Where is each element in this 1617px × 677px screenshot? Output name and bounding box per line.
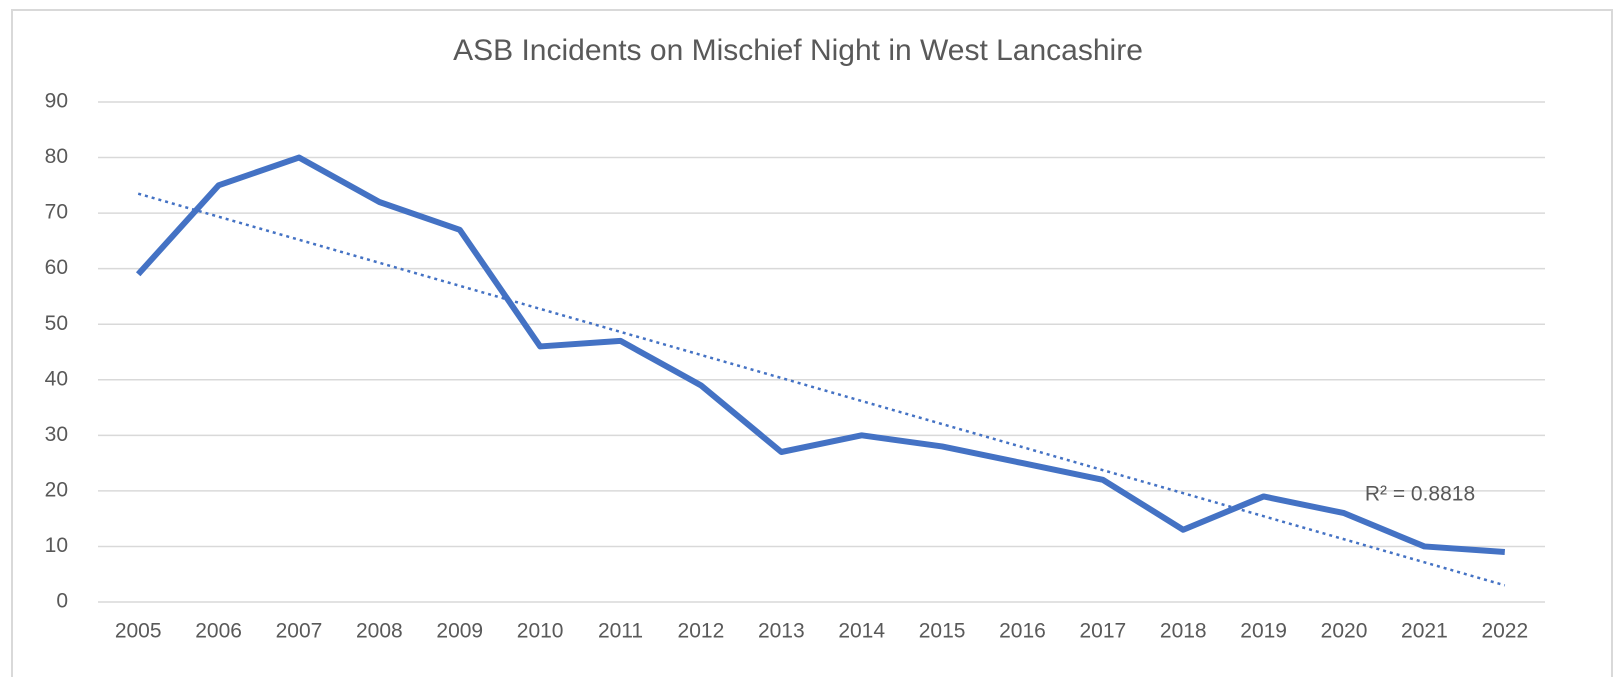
y-tick-label: 40 xyxy=(45,367,68,390)
y-tick-label: 10 xyxy=(45,534,68,557)
chart-title: ASB Incidents on Mischief Night in West … xyxy=(453,34,1143,67)
y-tick-label: 30 xyxy=(45,423,68,446)
x-tick-label: 2009 xyxy=(436,620,483,643)
x-tick-label: 2006 xyxy=(195,620,242,643)
x-tick-label: 2014 xyxy=(838,620,885,643)
y-tick-label: 70 xyxy=(45,201,68,224)
trendline xyxy=(137,192,1506,587)
x-tick-label: 2005 xyxy=(115,620,162,643)
x-tick-label: 2012 xyxy=(678,620,725,643)
x-tick-label: 2010 xyxy=(517,620,564,643)
y-tick-label: 60 xyxy=(45,256,68,279)
r-squared-label: R² = 0.8818 xyxy=(1365,483,1475,506)
x-tick-label: 2013 xyxy=(758,620,805,643)
y-tick-label: 90 xyxy=(45,90,68,113)
x-tick-label: 2011 xyxy=(598,620,643,643)
x-tick-label: 2015 xyxy=(919,620,966,643)
y-tick-label: 80 xyxy=(45,145,68,168)
x-tick-label: 2007 xyxy=(276,620,323,643)
x-tick-label: 2008 xyxy=(356,620,403,643)
y-tick-label: 50 xyxy=(45,312,68,335)
chart-frame xyxy=(11,9,1613,677)
x-tick-label: 2018 xyxy=(1160,620,1207,643)
data-line xyxy=(135,154,1506,555)
y-tick-label: 20 xyxy=(45,478,68,501)
x-tick-label: 2016 xyxy=(999,620,1046,643)
x-tick-label: 2017 xyxy=(1080,620,1127,643)
x-tick-label: 2021 xyxy=(1401,620,1448,643)
x-tick-label: 2022 xyxy=(1481,620,1528,643)
x-tick-label: 2020 xyxy=(1321,620,1368,643)
x-tick-label: 2019 xyxy=(1240,620,1287,643)
y-tick-label: 0 xyxy=(56,590,68,613)
